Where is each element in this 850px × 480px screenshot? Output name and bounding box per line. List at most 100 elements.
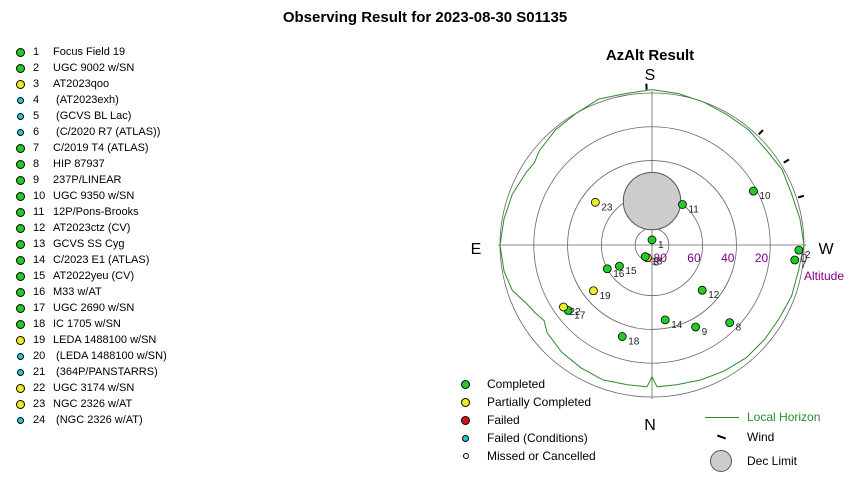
observation-point-label: 17 <box>574 311 586 322</box>
status-dot-icon <box>16 175 25 185</box>
compass-south-label: S <box>645 67 656 84</box>
status-dot-icon <box>462 434 469 442</box>
observation-point-label: 15 <box>625 266 637 277</box>
altitude-tick-label: 80 <box>654 251 668 265</box>
target-name: GCVS SS Cyg <box>53 238 125 250</box>
observation-point-label: 13 <box>651 257 663 268</box>
target-number: 5 <box>33 110 40 122</box>
target-number: 19 <box>33 334 46 346</box>
legend-item-local-horizon: Local Horizon <box>705 406 820 428</box>
status-dot-icon <box>17 96 24 104</box>
legend-label: Wind <box>747 430 775 444</box>
target-number: 4 <box>33 94 40 106</box>
target-row: 3 AT2023qoo <box>16 76 167 92</box>
altitude-tick-label: 0 <box>801 251 808 265</box>
target-name: AT2022yeu (CV) <box>53 270 135 282</box>
target-number: 16 <box>33 286 46 298</box>
target-row: 1 Focus Field 19 <box>16 44 167 60</box>
target-row: 8 HIP 87937 <box>16 156 167 172</box>
observation-point <box>790 255 800 265</box>
observation-point-label: 7 <box>801 260 807 271</box>
status-dot-icon <box>17 416 24 424</box>
target-number: 24 <box>33 414 46 426</box>
legend-item-partial: Partially Completed <box>458 393 596 411</box>
status-dot-icon <box>463 453 469 459</box>
observation-point-label: 8 <box>736 323 742 334</box>
observation-point <box>749 186 758 196</box>
observation-point-label: 18 <box>628 337 640 348</box>
legend-label: Completed <box>487 377 546 391</box>
target-row: 9 237P/LINEAR <box>16 172 167 188</box>
legend-label: Missed or Cancelled <box>487 449 596 463</box>
target-row: 16 M33 w/AT <box>16 284 167 300</box>
target-name: (364P/PANSTARRS) <box>53 366 158 378</box>
observation-point <box>615 261 624 271</box>
observation-point <box>725 318 735 328</box>
observation-point <box>640 252 650 262</box>
altitude-axis-label: Altitude <box>804 269 844 283</box>
status-dot-icon <box>16 79 25 89</box>
altitude-tick-label: 20 <box>755 251 769 265</box>
status-dot-icon <box>16 271 25 281</box>
wind-marker <box>783 158 790 164</box>
wind-marker <box>758 129 764 136</box>
observation-point <box>691 322 701 332</box>
target-number: 8 <box>33 158 40 170</box>
target-name: C/2023 E1 (ATLAS) <box>53 254 150 266</box>
legend-label: Failed <box>487 413 520 427</box>
target-number: 10 <box>33 190 46 202</box>
target-row: 22 UGC 3174 w/SN <box>16 380 167 396</box>
legend-item-completed: Completed <box>458 375 596 393</box>
target-row: 13 GCVS SS Cyg <box>16 236 167 252</box>
target-name: HIP 87937 <box>53 158 105 170</box>
target-number: 20 <box>33 350 46 362</box>
observation-point <box>647 235 657 245</box>
local-horizon-line <box>499 89 805 388</box>
status-dot-icon <box>461 415 470 425</box>
target-name: 237P/LINEAR <box>53 174 122 186</box>
target-name: (AT2023exh) <box>53 94 119 106</box>
status-dot-icon <box>16 223 25 233</box>
dec-limit-disc <box>622 171 682 231</box>
status-dot-icon <box>16 239 25 249</box>
target-name: UGC 9350 w/SN <box>53 190 135 202</box>
target-number: 7 <box>33 142 40 154</box>
status-dot-icon <box>16 47 25 57</box>
target-number: 21 <box>33 366 46 378</box>
page-title: Observing Result for 2023-08-30 S01135 <box>282 9 568 26</box>
target-name: (LEDA 1488100 w/SN) <box>53 350 167 362</box>
observation-point <box>617 332 627 341</box>
status-dot-icon <box>16 159 25 169</box>
altitude-tick-label: 40 <box>721 251 735 265</box>
observation-point-label: 22 <box>569 307 581 318</box>
legend-item-missed: Missed or Cancelled <box>458 447 596 465</box>
target-number: 9 <box>33 174 40 186</box>
status-dot-icon <box>16 319 25 329</box>
observation-point-label: 16 <box>613 269 625 280</box>
observation-point <box>559 302 568 312</box>
target-row: 4 (AT2023exh) <box>16 92 167 108</box>
target-row: 14 C/2023 E1 (ATLAS) <box>16 252 167 268</box>
status-dot-icon <box>16 303 25 313</box>
observation-point <box>590 197 600 207</box>
target-name: UGC 2690 w/SN <box>53 302 135 314</box>
status-dot-icon <box>17 112 24 120</box>
target-name: IC 1705 w/SN <box>53 318 121 330</box>
legend-label: Failed (Conditions) <box>487 431 588 445</box>
target-name: C/2019 T4 (ATLAS) <box>53 142 149 154</box>
status-dot-icon <box>17 128 24 136</box>
legend-item-dec-limit: Dec Limit <box>705 448 820 474</box>
target-name: (C/2020 R7 (ATLAS)) <box>53 126 161 138</box>
wind-marker <box>797 194 805 199</box>
chart-title: AzAlt Result <box>606 47 694 64</box>
target-row: 18 IC 1705 w/SN <box>16 316 167 332</box>
compass-west-label: W <box>818 241 834 258</box>
symbol-legend: Local Horizon Wind Dec Limit <box>705 406 820 474</box>
target-name: (NGC 2326 w/AT) <box>53 414 143 426</box>
target-name: UGC 3174 w/SN <box>53 382 135 394</box>
observation-point-label: 1 <box>658 240 664 251</box>
target-row: 5 (GCVS BL Lac) <box>16 108 167 124</box>
target-name: (GCVS BL Lac) <box>53 110 132 122</box>
target-row: 20 (LEDA 1488100 w/SN) <box>16 348 167 364</box>
horizon-line-icon <box>705 408 739 426</box>
